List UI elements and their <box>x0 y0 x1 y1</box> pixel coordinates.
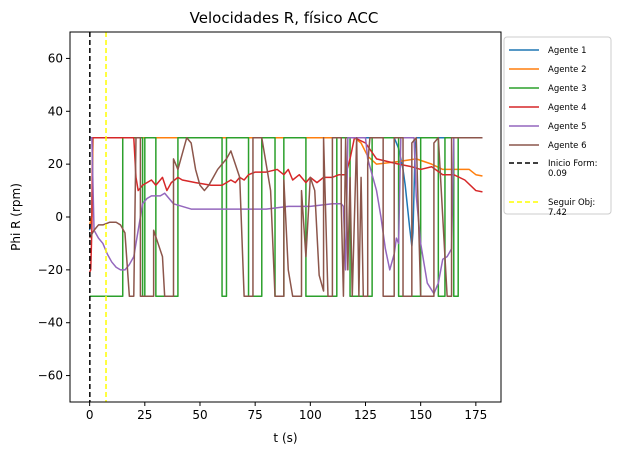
legend-label: Inicio Form: <box>548 159 597 169</box>
x-tick-label: 50 <box>192 408 207 422</box>
vline-layer <box>89 32 107 402</box>
legend: Agente 1 Agente 2 Agente 3 Agente 4 Agente 5… <box>503 36 612 218</box>
y-tick-label: 60 <box>48 51 63 65</box>
series-layer <box>88 136 483 298</box>
series-line-agente-6 <box>88 136 483 298</box>
y-tick-label: −60 <box>38 369 63 383</box>
legend-label: Seguir Obj: <box>548 198 595 208</box>
x-tick-label: 75 <box>248 408 263 422</box>
legend-label: 0.09 <box>548 169 567 179</box>
y-tick-label: −20 <box>38 263 63 277</box>
legend-label: 7.42 <box>548 208 567 218</box>
legend-label: Agente 2 <box>548 65 587 75</box>
legend-entry-6: Agente 6 <box>509 141 587 151</box>
x-tick-label: 25 <box>137 408 152 422</box>
legend-entry-4: Agente 4 <box>509 103 587 113</box>
x-tick-label: 0 <box>86 408 94 422</box>
legend-label: Agente 5 <box>548 122 587 132</box>
x-tick-label: 150 <box>409 408 432 422</box>
legend-entry-3: Agente 3 <box>509 84 587 94</box>
y-tick-label: −40 <box>38 316 63 330</box>
plot-area <box>69 31 502 403</box>
legend-label: Agente 6 <box>548 141 587 151</box>
legend-entry-8: Seguir Obj:7.42 <box>509 198 595 218</box>
y-tick-label: 0 <box>55 210 63 224</box>
legend-label: Agente 1 <box>548 46 587 56</box>
y-axis-label: Phi R (rpm) <box>9 183 23 251</box>
legend-box <box>503 36 612 215</box>
x-axis-label: t (s) <box>273 431 297 445</box>
chart-title: Velocidades R, físico ACC <box>190 9 379 27</box>
legend-entry-5: Agente 5 <box>509 122 587 132</box>
x-tick-label: 100 <box>299 408 322 422</box>
x-tick-label: 125 <box>354 408 377 422</box>
y-tick-label: 40 <box>48 104 63 118</box>
legend-entry-2: Agente 2 <box>509 65 587 75</box>
legend-label: Agente 3 <box>548 84 587 94</box>
y-tick-label: 20 <box>48 157 63 171</box>
series-line-agente-5 <box>89 136 483 295</box>
x-tick-label: 175 <box>464 408 487 422</box>
legend-entry-1: Agente 1 <box>509 46 587 56</box>
legend-label: Agente 4 <box>548 103 587 113</box>
y-axis: −60 −40 −20 0 20 40 60 <box>38 51 70 383</box>
x-axis: 0 25 50 75 100 125 150 175 <box>86 402 487 422</box>
legend-entry-7: Inicio Form:0.09 <box>509 159 597 179</box>
